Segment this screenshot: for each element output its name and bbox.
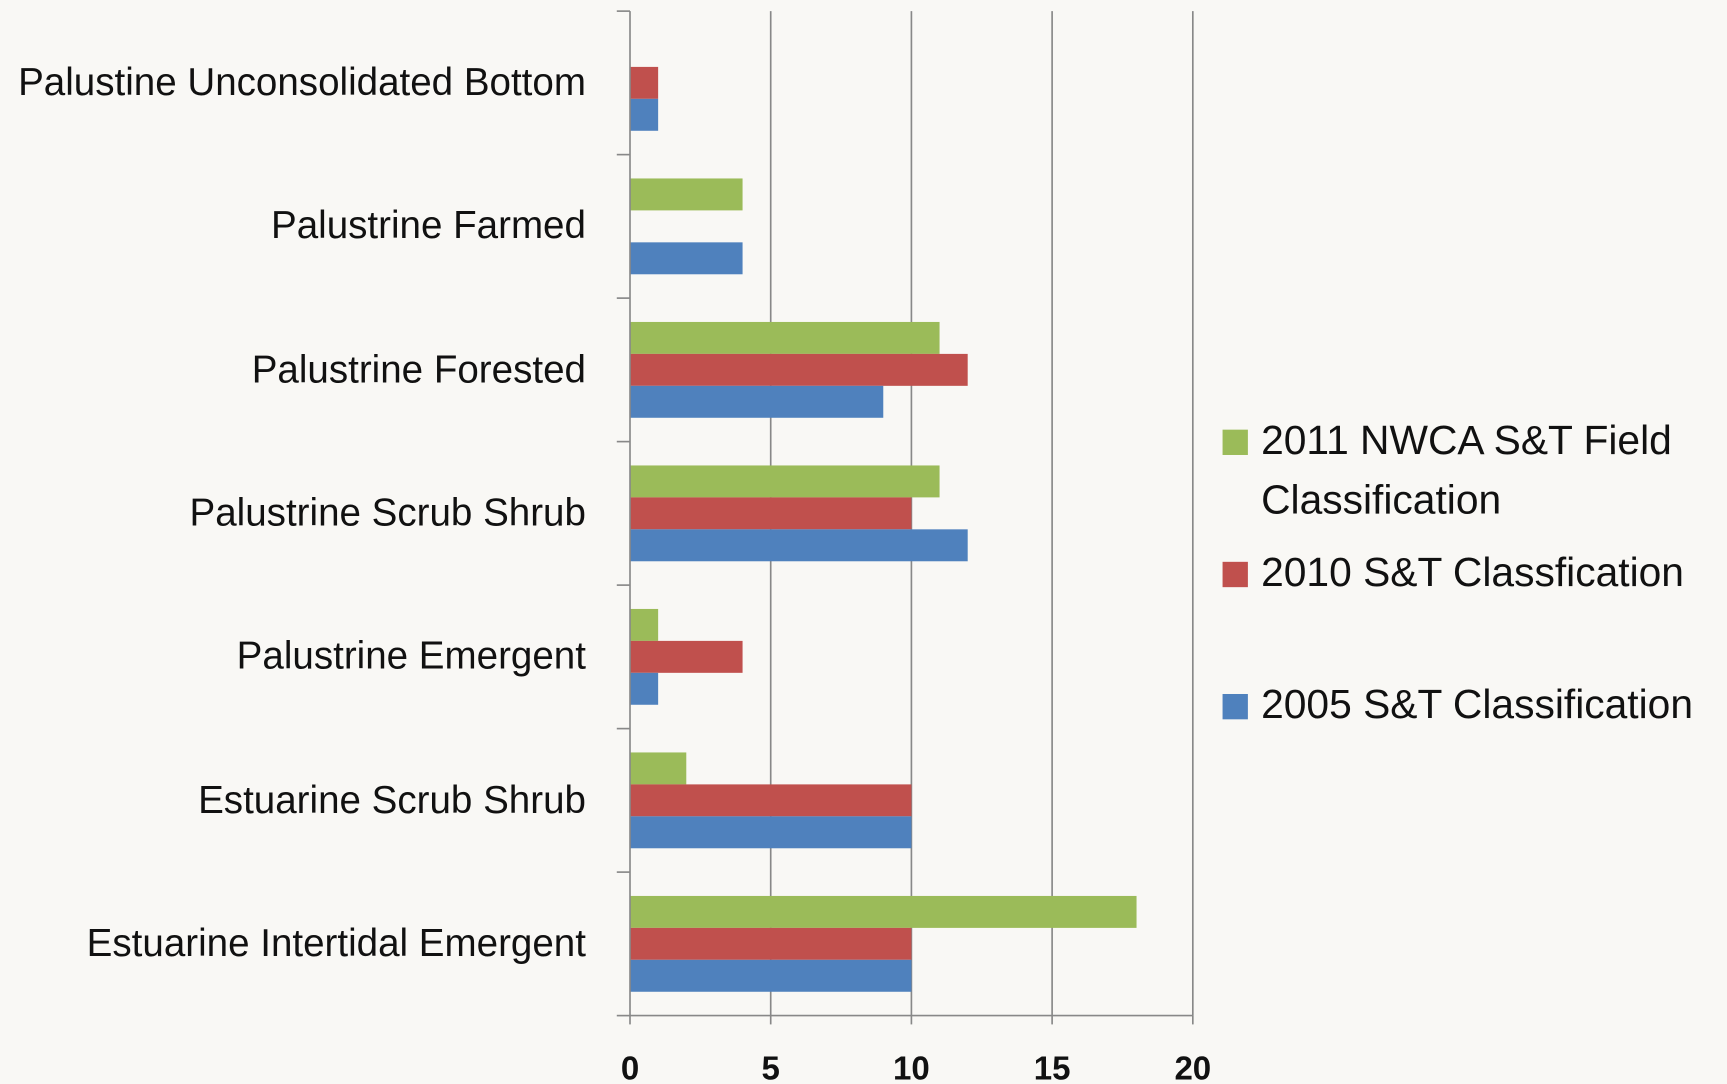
bar [630,816,912,849]
category-label-box: Palustrine Scrub Shrub [189,491,586,535]
bar [630,959,912,992]
category-label: Palustrine Scrub Shrub [189,491,586,535]
legend-label: 2005 S&T Classification [1261,681,1694,728]
bar [630,178,743,211]
bar [630,784,912,817]
category-label: Palustrine Emergent [236,634,586,678]
x-tick-label: 0 [621,1050,639,1084]
bar [630,385,884,418]
category-label-box: Palustine Unconsolidated Bottom [18,60,586,104]
x-tick-label: 5 [762,1050,780,1084]
bar [630,895,1137,928]
bar [630,353,968,386]
bar [630,529,968,562]
category-label-box: Palustrine Forested [251,347,586,391]
bar [630,242,743,275]
bar [630,321,940,354]
category-label: Palustine Unconsolidated Bottom [18,60,586,104]
bar [630,98,659,131]
bar [630,66,659,99]
bar [630,640,743,673]
category-label-box: Estuarine Intertidal Emergent [86,921,586,965]
category-label: Estuarine Scrub Shrub [198,778,586,822]
category-label-box: Palustrine Farmed [270,204,586,248]
legend-label-box: 2005 S&T Classification [1261,681,1694,728]
legend-swatch [1222,561,1248,588]
x-tick-label: 15 [1034,1050,1071,1084]
category-label: Palustrine Forested [251,347,586,391]
bar [630,608,659,641]
category-label: Palustrine Farmed [270,204,586,248]
legend-label-box: 2010 S&T Classfication [1261,549,1684,595]
legend-label-box: 2011 NWCA S&T Field Classification [1261,417,1672,523]
x-tick-label: 20 [1174,1050,1211,1084]
bar [630,672,659,705]
bar [630,497,912,530]
bar [630,465,940,498]
legend-swatch [1222,693,1248,720]
legend-swatch [1222,429,1248,455]
category-label-box: Estuarine Scrub Shrub [198,778,586,822]
bar [630,927,912,960]
category-label: Estuarine Intertidal Emergent [86,921,586,965]
legend-label: 2010 S&T Classfication [1261,549,1684,595]
legend-label: 2011 NWCA S&T Field Classification [1261,417,1672,523]
x-tick-label: 10 [893,1050,930,1084]
category-label-box: Palustrine Emergent [236,634,586,678]
bar [630,752,687,785]
